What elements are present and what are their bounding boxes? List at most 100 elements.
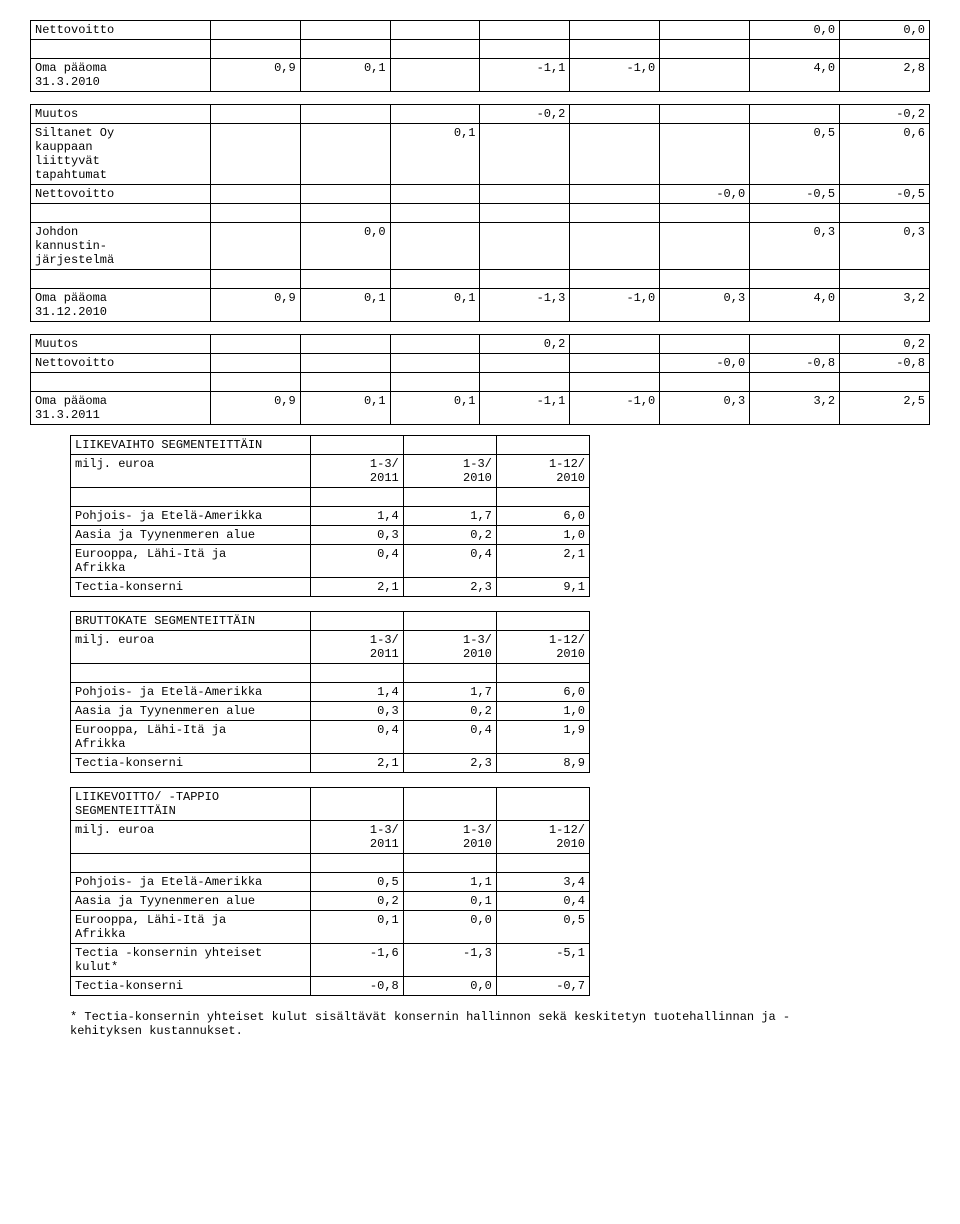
- value-cell: [480, 21, 570, 40]
- value-cell: [390, 185, 480, 204]
- value-cell: [210, 185, 300, 204]
- value-cell: [480, 40, 570, 59]
- row-label: Nettovoitto: [31, 354, 211, 373]
- value-cell: [210, 204, 300, 223]
- value-cell: 0,0: [300, 223, 390, 270]
- value-cell: -0,0: [660, 354, 750, 373]
- value-cell: [660, 223, 750, 270]
- segment-value-cell: 0,2: [403, 702, 496, 721]
- value-cell: [480, 354, 570, 373]
- value-cell: -0,2: [840, 105, 930, 124]
- value-cell: [660, 335, 750, 354]
- segment-col-header: 1-3/ 2011: [310, 455, 403, 488]
- value-cell: -0,8: [840, 354, 930, 373]
- value-cell: 0,1: [300, 289, 390, 322]
- value-cell: [300, 21, 390, 40]
- value-cell: [750, 373, 840, 392]
- row-label: [31, 40, 211, 59]
- value-cell: [570, 105, 660, 124]
- value-cell: [300, 185, 390, 204]
- value-cell: -1,0: [570, 59, 660, 92]
- value-cell: -0,2: [480, 105, 570, 124]
- segment-value-cell: 0,4: [310, 721, 403, 754]
- value-cell: [840, 40, 930, 59]
- segment-value-cell: 2,3: [403, 754, 496, 773]
- value-cell: 3,2: [750, 392, 840, 425]
- segment-value-cell: 0,1: [403, 892, 496, 911]
- value-cell: 0,1: [390, 289, 480, 322]
- value-cell: 0,1: [390, 124, 480, 185]
- value-cell: -0,0: [660, 185, 750, 204]
- segment-tables-container: LIIKEVAIHTO SEGMENTEITTÄINmilj. euroa1-3…: [70, 435, 930, 996]
- value-cell: 2,5: [840, 392, 930, 425]
- row-label: [31, 270, 211, 289]
- value-cell: [390, 204, 480, 223]
- value-cell: [300, 105, 390, 124]
- value-cell: -1,1: [480, 392, 570, 425]
- value-cell: 4,0: [750, 289, 840, 322]
- value-cell: [210, 270, 300, 289]
- row-label: Oma pääoma 31.3.2011: [31, 392, 211, 425]
- value-cell: 0,3: [840, 223, 930, 270]
- segment-value-cell: 0,5: [310, 873, 403, 892]
- segment-row-label: Pohjois- ja Etelä-Amerikka: [71, 683, 311, 702]
- segment-row-label: Tectia-konserni: [71, 578, 311, 597]
- segment-value-cell: -5,1: [496, 944, 589, 977]
- value-cell: 0,3: [660, 289, 750, 322]
- value-cell: [480, 373, 570, 392]
- segment-table: LIIKEVOITTO/ -TAPPIO SEGMENTEITTÄINmilj.…: [70, 787, 590, 996]
- value-cell: -1,3: [480, 289, 570, 322]
- value-cell: [660, 21, 750, 40]
- segment-table: BRUTTOKATE SEGMENTEITTÄINmilj. euroa1-3/…: [70, 611, 590, 773]
- value-cell: [570, 223, 660, 270]
- row-label: [31, 373, 211, 392]
- segment-col-header: 1-3/ 2011: [310, 631, 403, 664]
- value-cell: [570, 21, 660, 40]
- value-cell: [480, 223, 570, 270]
- footnote-text: * Tectia-konsernin yhteiset kulut sisält…: [70, 1010, 830, 1038]
- segment-col-header: 1-12/ 2010: [496, 631, 589, 664]
- value-cell: [480, 185, 570, 204]
- value-cell: 0,0: [750, 21, 840, 40]
- value-cell: [750, 105, 840, 124]
- segment-value-cell: 0,0: [403, 977, 496, 996]
- equity-changes-table: Nettovoitto0,00,0Oma pääoma 31.3.20100,9…: [30, 20, 930, 425]
- value-cell: [750, 335, 840, 354]
- value-cell: -1,0: [570, 392, 660, 425]
- row-label: Oma pääoma 31.3.2010: [31, 59, 211, 92]
- value-cell: [300, 204, 390, 223]
- value-cell: [840, 270, 930, 289]
- value-cell: [480, 204, 570, 223]
- value-cell: [660, 40, 750, 59]
- value-cell: [210, 105, 300, 124]
- value-cell: [390, 354, 480, 373]
- value-cell: [210, 354, 300, 373]
- value-cell: [390, 335, 480, 354]
- row-label: Johdon kannustin- järjestelmä: [31, 223, 211, 270]
- segment-value-cell: 1,4: [310, 507, 403, 526]
- segment-title: BRUTTOKATE SEGMENTEITTÄIN: [71, 612, 311, 631]
- value-cell: 0,3: [750, 223, 840, 270]
- segment-value-cell: 1,7: [403, 507, 496, 526]
- value-cell: 0,5: [750, 124, 840, 185]
- segment-value-cell: 1,0: [496, 702, 589, 721]
- value-cell: 0,9: [210, 59, 300, 92]
- segment-value-cell: 0,1: [310, 911, 403, 944]
- value-cell: [660, 105, 750, 124]
- segment-value-cell: 1,4: [310, 683, 403, 702]
- segment-col-header: 1-3/ 2010: [403, 821, 496, 854]
- segment-row-label: Tectia-konserni: [71, 754, 311, 773]
- segment-row-label: Pohjois- ja Etelä-Amerikka: [71, 873, 311, 892]
- value-cell: 0,9: [210, 289, 300, 322]
- value-cell: [300, 354, 390, 373]
- row-label: Muutos: [31, 105, 211, 124]
- value-cell: 0,9: [210, 392, 300, 425]
- segment-value-cell: 0,4: [403, 545, 496, 578]
- row-label: Nettovoitto: [31, 185, 211, 204]
- segment-value-cell: 0,3: [310, 526, 403, 545]
- value-cell: [570, 270, 660, 289]
- segment-value-cell: -0,8: [310, 977, 403, 996]
- segment-row-label: Aasia ja Tyynenmeren alue: [71, 526, 311, 545]
- value-cell: [570, 40, 660, 59]
- value-cell: [300, 270, 390, 289]
